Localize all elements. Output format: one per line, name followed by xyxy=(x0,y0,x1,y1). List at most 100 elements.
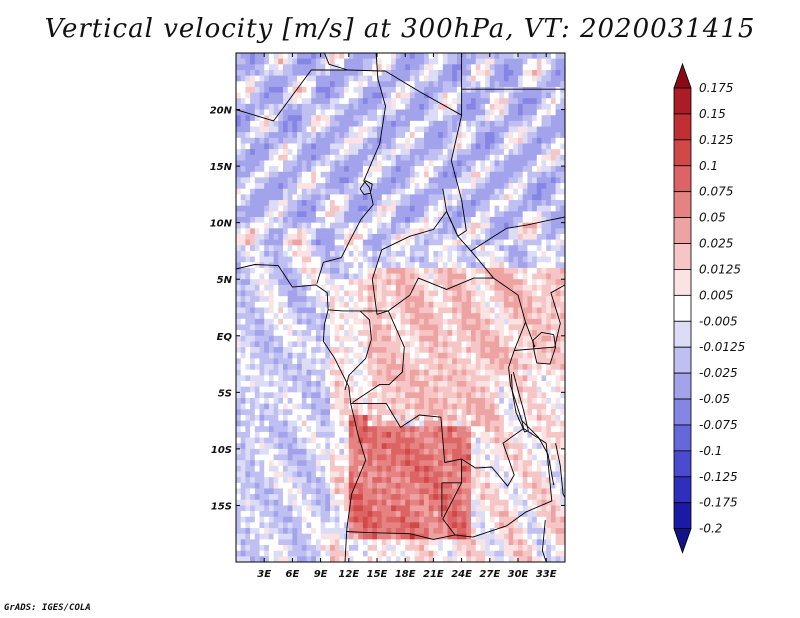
field-cell xyxy=(550,228,556,235)
field-cell xyxy=(306,245,312,252)
field-cell xyxy=(292,200,298,207)
field-cell xyxy=(268,301,274,308)
field-cell xyxy=(400,250,406,257)
field-cell xyxy=(452,92,458,99)
field-cell xyxy=(546,409,552,416)
field-cell xyxy=(311,347,317,354)
field-cell xyxy=(527,228,533,235)
field-cell xyxy=(353,375,359,382)
field-cell xyxy=(555,58,561,65)
field-cell xyxy=(386,296,392,303)
field-cell xyxy=(527,279,533,286)
field-cell xyxy=(334,239,340,246)
field-cell xyxy=(268,58,274,65)
field-cell xyxy=(489,256,495,263)
field-cell xyxy=(485,149,491,156)
field-cell xyxy=(353,86,359,93)
field-cell xyxy=(250,347,256,354)
field-cell xyxy=(344,217,350,224)
field-cell xyxy=(532,386,538,393)
field-cell xyxy=(367,222,373,229)
field-cell xyxy=(358,296,364,303)
field-cell xyxy=(254,313,260,320)
field-cell xyxy=(297,392,303,399)
field-cell xyxy=(353,301,359,308)
field-cell xyxy=(536,194,542,201)
field-cell xyxy=(447,250,453,257)
field-cell xyxy=(499,120,505,127)
field-cell xyxy=(480,92,486,99)
field-cell xyxy=(560,335,565,342)
field-cell xyxy=(428,341,434,348)
field-cell xyxy=(447,335,453,342)
field-cell xyxy=(409,397,415,405)
field-cell xyxy=(240,375,246,382)
field-cell xyxy=(560,426,565,433)
field-cell xyxy=(513,262,519,269)
field-cell xyxy=(527,318,533,325)
field-cell xyxy=(518,217,524,224)
field-cell xyxy=(297,143,303,150)
field-cell xyxy=(348,448,354,455)
field-cell xyxy=(330,454,336,461)
field-cell xyxy=(358,166,364,173)
field-cell xyxy=(339,171,345,178)
field-cell xyxy=(381,324,387,331)
field-cell xyxy=(367,318,373,325)
field-cell xyxy=(508,273,514,280)
field-cell xyxy=(461,132,467,139)
field-cell xyxy=(287,171,293,178)
field-cell xyxy=(297,126,303,133)
field-cell xyxy=(447,75,453,82)
field-cell xyxy=(555,228,561,235)
field-cell xyxy=(503,92,509,99)
field-cell xyxy=(508,109,514,116)
field-cell xyxy=(339,188,345,195)
field-cell xyxy=(301,109,307,116)
field-cell xyxy=(503,149,509,156)
field-cell xyxy=(475,267,481,274)
field-cell xyxy=(325,409,331,416)
field-cell xyxy=(480,81,486,88)
field-cell xyxy=(400,392,406,399)
field-cell xyxy=(480,53,486,60)
field-cell xyxy=(391,381,397,388)
field-cell xyxy=(259,69,265,77)
field-cell xyxy=(344,341,350,348)
field-cell xyxy=(541,171,547,178)
field-cell xyxy=(250,211,256,218)
field-cell xyxy=(311,279,317,286)
field-cell xyxy=(306,53,312,60)
field-cell xyxy=(386,403,392,410)
field-cell xyxy=(311,443,317,450)
field-cell xyxy=(461,137,467,144)
field-cell xyxy=(527,64,533,71)
field-cell xyxy=(236,431,242,438)
field-cell xyxy=(353,335,359,342)
field-cell xyxy=(372,183,378,190)
field-cell xyxy=(287,386,293,393)
field-cell xyxy=(456,205,462,212)
field-cell xyxy=(339,149,345,156)
field-cell xyxy=(518,403,524,410)
field-cell xyxy=(424,171,430,178)
field-cell xyxy=(334,188,340,195)
field-cell xyxy=(541,267,547,274)
field-cell xyxy=(447,397,453,405)
field-cell xyxy=(287,245,293,252)
field-cell xyxy=(532,341,538,348)
field-cell xyxy=(330,233,336,241)
field-cell xyxy=(315,284,321,291)
field-cell xyxy=(480,98,486,105)
field-cell xyxy=(433,414,439,422)
field-cell xyxy=(320,420,326,427)
field-cell xyxy=(339,420,345,427)
field-cell xyxy=(358,318,364,325)
field-cell xyxy=(560,75,565,82)
field-cell xyxy=(348,397,354,405)
field-cell xyxy=(541,437,547,444)
field-cell xyxy=(278,143,284,150)
field-cell xyxy=(536,222,542,229)
field-cell xyxy=(541,233,547,241)
field-cell xyxy=(560,86,565,93)
